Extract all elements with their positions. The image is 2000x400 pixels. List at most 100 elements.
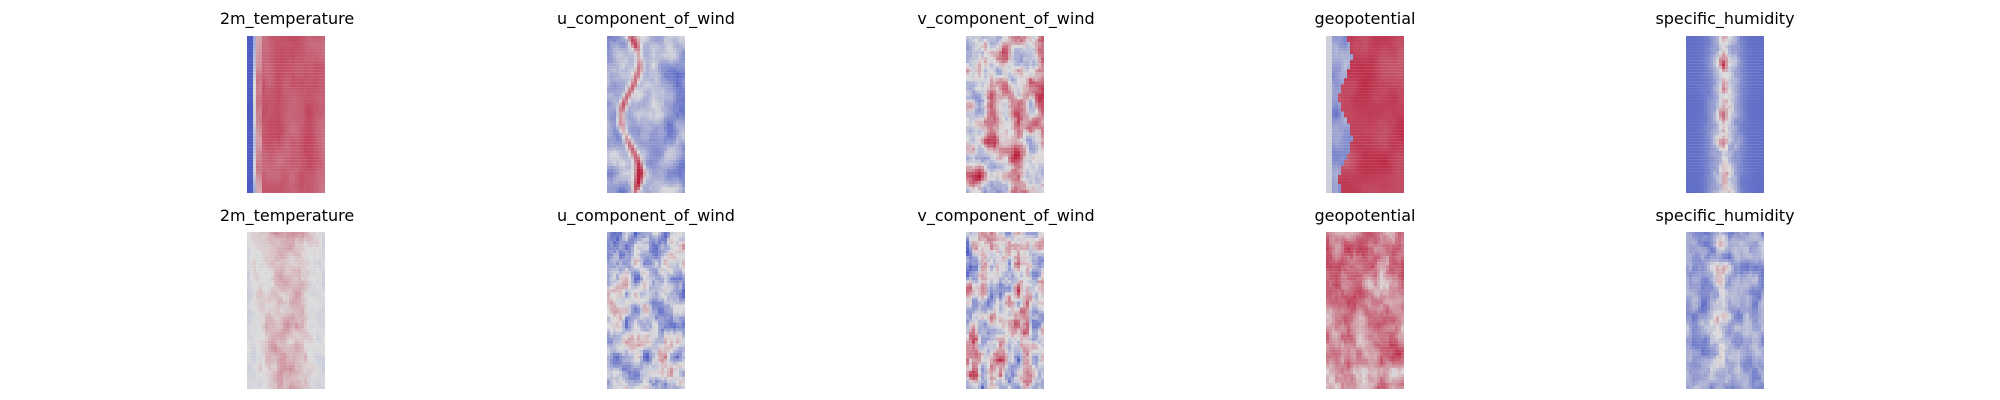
heatmap-cell [1353, 87, 1357, 91]
heatmap-cell [652, 117, 656, 121]
heatmap-cell [673, 105, 677, 109]
heatmap-cell [322, 87, 325, 91]
heatmap-cell [319, 87, 323, 91]
heatmap-cell [990, 141, 994, 145]
heatmap-cell [259, 120, 263, 124]
heatmap-cell [1020, 63, 1024, 67]
heatmap-cell [1365, 108, 1369, 112]
heatmap-cell [1356, 99, 1360, 103]
heatmap-cell [1341, 117, 1345, 121]
heatmap-cell [1332, 75, 1336, 79]
heatmap-cell [295, 126, 299, 130]
heatmap-cell [640, 93, 644, 97]
heatmap-cell [301, 99, 305, 103]
heatmap-cell [1338, 90, 1342, 94]
heatmap-cell [1017, 96, 1021, 100]
heatmap-cell [1026, 168, 1030, 172]
heatmap-cell [987, 117, 991, 121]
heatmap-cell [1350, 132, 1354, 136]
heatmap-cell [661, 84, 665, 88]
heatmap-cell [1386, 63, 1390, 67]
heatmap-cell [640, 75, 644, 79]
heatmap-cell [637, 114, 641, 118]
heatmap-cell [313, 57, 317, 61]
heatmap-cell [1029, 111, 1033, 115]
heatmap-cell [262, 78, 266, 82]
heatmap-cell [655, 126, 659, 130]
heatmap-cell [1005, 66, 1009, 70]
heatmap-cell [643, 177, 647, 181]
heatmap-cell [981, 90, 985, 94]
heatmap-cell [643, 180, 647, 184]
heatmap-cell [673, 183, 677, 188]
heatmap-cell [616, 42, 620, 46]
heatmap-cell [322, 114, 325, 118]
heatmap-cell [981, 102, 985, 106]
heatmap-cell [1035, 78, 1039, 82]
heatmap-cell [1332, 105, 1336, 109]
heatmap-cell [619, 42, 623, 46]
heatmap-cell [625, 87, 629, 91]
heatmap-cell [319, 36, 323, 40]
heatmap-cell [1011, 48, 1015, 52]
heatmap-cell [277, 114, 281, 118]
heatmap-cell [682, 183, 685, 188]
heatmap-cell [1371, 48, 1375, 52]
heatmap-cell [679, 135, 683, 139]
heatmap-cell [1362, 45, 1366, 49]
heatmap-cell [277, 105, 281, 109]
heatmap-cell [1389, 138, 1393, 142]
heatmap-cell [286, 39, 290, 43]
heatmap-cell [262, 75, 266, 79]
heatmap-cell [256, 189, 260, 193]
heatmap-cell [250, 159, 254, 163]
heatmap-cell [1011, 189, 1015, 193]
heatmap-cell [975, 174, 979, 178]
heatmap-cell [313, 78, 317, 82]
heatmap-cell [664, 138, 668, 142]
heatmap-cell [640, 108, 644, 112]
heatmap-cell [301, 87, 305, 91]
heatmap-cell [256, 51, 260, 55]
heatmap-cell [1383, 141, 1387, 145]
heatmap-cell [640, 42, 644, 46]
heatmap-cell [1029, 63, 1033, 67]
heatmap-cell [304, 42, 308, 46]
heatmap-cell [1038, 99, 1042, 103]
heatmap-cell [295, 123, 299, 127]
heatmap-cell [1374, 39, 1378, 43]
heatmap-cell [250, 120, 254, 124]
heatmap-cell [655, 99, 659, 103]
heatmap-cell [1338, 108, 1342, 112]
heatmap-cell [286, 150, 290, 154]
heatmap-cell [628, 183, 632, 188]
heatmap-cell [1023, 99, 1027, 103]
heatmap-cell [607, 78, 611, 82]
heatmap-cell [993, 93, 997, 97]
heatmap-cell [1002, 99, 1006, 103]
heatmap-cell [304, 39, 308, 43]
heatmap-cell [1335, 81, 1339, 85]
heatmap-cell [1332, 78, 1336, 82]
heatmap-cell [1356, 63, 1360, 67]
heatmap-cell [259, 90, 263, 94]
heatmap-cell [631, 132, 635, 136]
heatmap-cell [682, 39, 685, 43]
heatmap-cell [250, 51, 254, 55]
heatmap-cell [304, 177, 308, 181]
heatmap-cell [283, 84, 287, 88]
heatmap-cell [1005, 159, 1009, 163]
heatmap-cell [298, 75, 302, 79]
heatmap-cell [1026, 189, 1030, 193]
heatmap-cell [978, 36, 982, 40]
heatmap-cell [265, 72, 269, 76]
heatmap-cell [316, 162, 320, 166]
heatmap-cell [1395, 105, 1399, 109]
heatmap-cell [607, 81, 611, 85]
heatmap-cell [250, 99, 254, 103]
heatmap-cell [307, 135, 311, 139]
heatmap-cell [634, 174, 638, 178]
heatmap-cell [637, 66, 641, 70]
heatmap-cell [274, 135, 278, 139]
heatmap-cell [1386, 105, 1390, 109]
